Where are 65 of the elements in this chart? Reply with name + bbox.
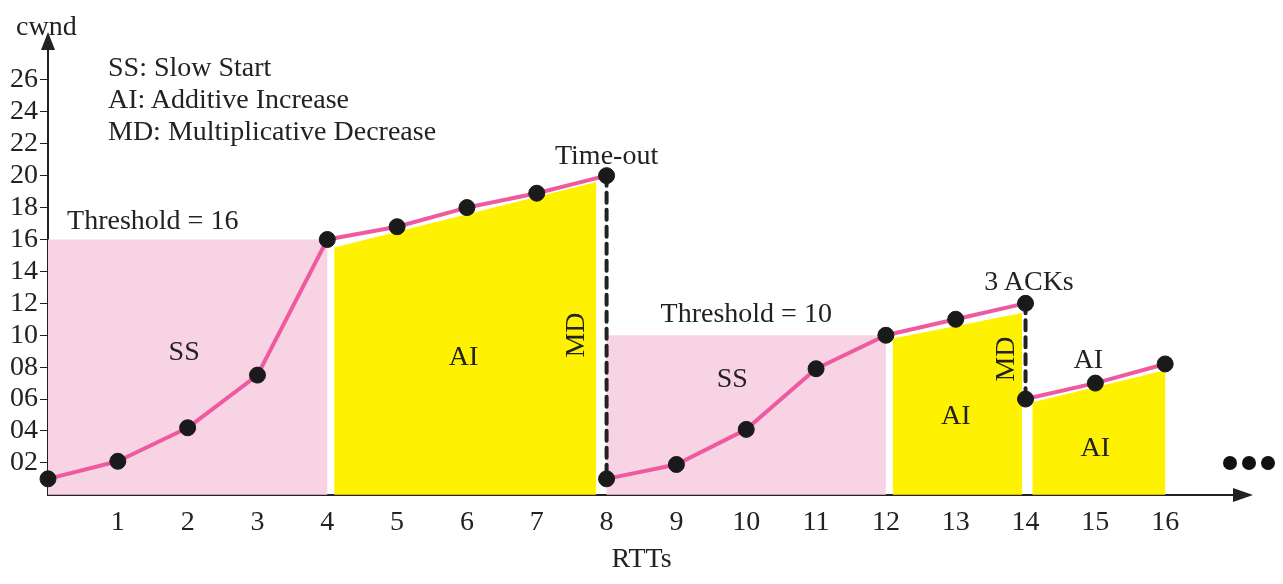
annotation: MD: [559, 312, 591, 358]
annotation: AI: [1080, 430, 1111, 462]
point: [109, 452, 127, 470]
point: [248, 366, 266, 384]
point: [877, 326, 895, 344]
x-tick-label: 9: [669, 504, 684, 536]
annotation: AI: Additive Increase: [108, 83, 350, 114]
annotation: Threshold = 16: [67, 204, 239, 236]
x-axis-title: RTTs: [611, 541, 672, 573]
annotation: SS: Slow Start: [108, 51, 272, 82]
point: [598, 167, 616, 185]
annotation: 3 ACKs: [984, 264, 1074, 296]
y-tick-label: 06: [10, 381, 38, 413]
y-axis-title: cwnd: [16, 10, 77, 42]
point: [318, 230, 336, 248]
point: [667, 455, 685, 473]
y-tick-label: 08: [10, 349, 38, 381]
point: [179, 419, 197, 437]
annotation: Time-out: [554, 138, 659, 170]
x-tick-label: 8: [599, 504, 614, 536]
x-tick-label: 16: [1151, 504, 1180, 536]
annotation: MD: [988, 336, 1020, 382]
x-tick-label: 7: [529, 504, 544, 536]
annotation: SS: [716, 362, 748, 394]
x-tick-label: 13: [941, 504, 970, 536]
y-tick-label: 04: [10, 413, 38, 445]
point: [528, 184, 546, 202]
annotation: Threshold = 10: [660, 296, 832, 328]
point: [1086, 374, 1104, 392]
point: [598, 470, 616, 488]
y-tick-label: 02: [10, 445, 38, 477]
y-tick-label: 10: [10, 317, 38, 349]
point: [388, 218, 406, 236]
y-tick-label: 20: [10, 158, 38, 190]
annotation: AI: [448, 339, 479, 371]
point: [807, 360, 825, 378]
x-tick-label: 6: [459, 504, 474, 536]
x-tick-label: 4: [320, 504, 335, 536]
point: [947, 310, 965, 328]
x-tick-label: 5: [390, 504, 405, 536]
x-tick-label: 14: [1011, 504, 1040, 536]
point: [737, 420, 755, 438]
point: [1017, 390, 1035, 408]
annotation: AI: [940, 399, 971, 430]
point: [1156, 355, 1174, 373]
x-tick-label: 12: [871, 504, 900, 536]
y-tick-label: 18: [10, 189, 38, 221]
annotation: AI: [1073, 343, 1104, 375]
x-tick-label: 11: [802, 504, 830, 536]
y-tick-label: 22: [10, 126, 38, 158]
x-tick-label: 3: [250, 504, 265, 536]
point: [1017, 294, 1035, 312]
y-tick-label: 12: [10, 285, 38, 317]
y-tick-label: 16: [10, 221, 38, 253]
y-tick-label: 24: [10, 94, 38, 126]
point: [458, 199, 476, 217]
annotation: MD: Multiplicative Decrease: [108, 115, 437, 146]
x-tick-label: 2: [180, 504, 195, 536]
annotation: SS: [168, 335, 200, 367]
x-tick-label: 10: [732, 504, 761, 536]
x-tick-label: 15: [1081, 504, 1110, 536]
x-tick-label: 1: [110, 504, 125, 536]
y-tick-label: 14: [10, 253, 38, 285]
y-tick-label: 26: [10, 62, 38, 94]
point: [39, 470, 57, 488]
